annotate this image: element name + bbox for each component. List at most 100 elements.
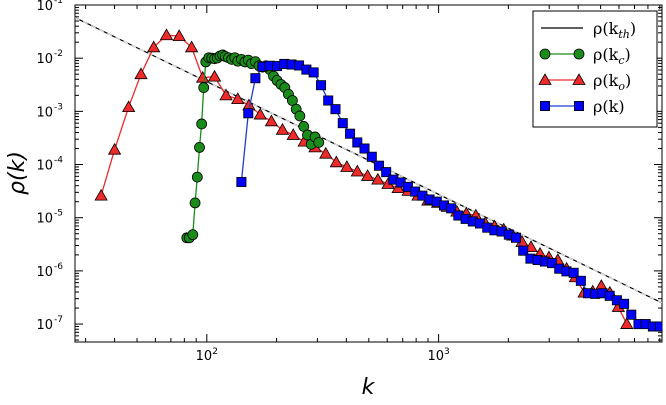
data-point xyxy=(547,258,558,269)
data-point xyxy=(275,122,290,135)
x-tick-label-exp: 2 xyxy=(212,347,218,357)
legend-marker xyxy=(539,48,551,60)
data-point xyxy=(253,107,267,120)
data-point xyxy=(620,317,634,329)
data-point xyxy=(172,29,186,42)
x-tick-label-exp: 3 xyxy=(444,347,450,357)
legend-item: ρ(kc) xyxy=(539,45,631,67)
data-point xyxy=(194,141,205,153)
legend-label-base: ρ(k xyxy=(593,19,619,38)
y-tick-label-base: 10 xyxy=(36,318,53,333)
y-tick-label-base: 10 xyxy=(36,52,53,67)
data-point xyxy=(568,267,579,278)
data-point xyxy=(511,232,522,243)
data-point xyxy=(345,128,356,139)
data-point xyxy=(371,172,385,185)
legend-label-base: ρ(k xyxy=(593,71,619,90)
data-point xyxy=(330,104,341,115)
legend: ρ(kth)ρ(kc)ρ(ko)ρ(k) xyxy=(532,10,658,128)
data-point xyxy=(196,118,208,130)
data-point xyxy=(316,80,327,91)
legend-marker xyxy=(573,48,585,60)
data-point xyxy=(294,110,306,122)
legend-item: ρ(ko) xyxy=(538,71,631,93)
y-tick-label-exp: -2 xyxy=(54,49,63,59)
data-point xyxy=(319,146,333,159)
legend-label-end: ) xyxy=(625,71,631,90)
data-point xyxy=(340,160,354,172)
legend-box xyxy=(532,10,658,128)
x-tick-label-base: 10 xyxy=(427,349,444,364)
data-point xyxy=(236,176,247,187)
y-tick-label: 10 xyxy=(36,52,53,67)
data-point xyxy=(352,137,363,148)
legend-item: ρ(kth) xyxy=(541,19,636,41)
data-point xyxy=(121,100,136,113)
data-point xyxy=(360,169,375,181)
data-point xyxy=(184,40,199,53)
data-point xyxy=(518,245,529,256)
data-point xyxy=(250,73,261,84)
y-tick-label-exp: -1 xyxy=(54,0,63,6)
legend-label: ρ(k) xyxy=(593,97,625,116)
data-point xyxy=(373,160,384,171)
legend-label-sub: th xyxy=(618,28,630,41)
y-tick-label: 10 xyxy=(36,265,53,280)
data-point xyxy=(575,275,586,286)
x-tick-label-base: 10 xyxy=(196,349,213,364)
legend-label-end: ) xyxy=(618,97,624,116)
data-point xyxy=(189,197,201,209)
y-tick-label: 10 xyxy=(36,318,53,333)
y-tick-label-base: 10 xyxy=(36,159,53,174)
y-tick-label: 10 xyxy=(36,105,53,120)
legend-label-sub: c xyxy=(618,54,624,67)
y-tick-label: 10 xyxy=(36,159,53,174)
data-point xyxy=(243,108,254,119)
series-group xyxy=(75,17,662,332)
data-point xyxy=(655,321,662,332)
legend-marker xyxy=(572,73,586,85)
legend-label-end: ) xyxy=(630,19,636,38)
data-point xyxy=(337,118,348,129)
data-point xyxy=(134,67,148,80)
legend-label-base: ρ(k xyxy=(593,97,619,116)
series-square xyxy=(236,58,662,332)
y-tick-label: 10 xyxy=(36,0,53,14)
data-point xyxy=(207,69,222,82)
data-point xyxy=(264,114,279,127)
legend-label: ρ(kth) xyxy=(593,19,636,41)
data-point xyxy=(231,92,245,105)
y-tick-label: 10 xyxy=(36,212,53,227)
x-axis-title: k xyxy=(362,375,376,400)
data-point xyxy=(446,203,457,214)
data-point xyxy=(366,151,377,162)
data-point xyxy=(323,95,334,106)
legend-label: ρ(ko) xyxy=(593,71,631,93)
data-point xyxy=(147,40,161,53)
data-point xyxy=(159,28,174,41)
data-point xyxy=(198,82,210,93)
legend-label-end: ) xyxy=(625,45,631,64)
y-tick-label-base: 10 xyxy=(36,265,53,280)
data-point xyxy=(219,88,233,101)
x-tick-label: 103 xyxy=(427,347,449,364)
legend-label: ρ(kc) xyxy=(593,45,631,67)
data-point xyxy=(626,309,637,320)
y-tick-label-exp: -4 xyxy=(54,156,63,166)
y-tick-label-base: 10 xyxy=(36,105,53,120)
data-point xyxy=(196,70,210,83)
y-tick-label-base: 10 xyxy=(36,0,53,14)
x-tick-label: 102 xyxy=(196,347,218,364)
data-point xyxy=(359,143,370,154)
data-point xyxy=(286,128,300,140)
data-point xyxy=(313,137,325,148)
data-point xyxy=(350,164,365,177)
data-point xyxy=(94,188,108,201)
data-point xyxy=(107,142,122,155)
y-tick-label-base: 10 xyxy=(36,212,53,227)
data-point xyxy=(619,298,630,309)
data-point xyxy=(308,67,319,78)
